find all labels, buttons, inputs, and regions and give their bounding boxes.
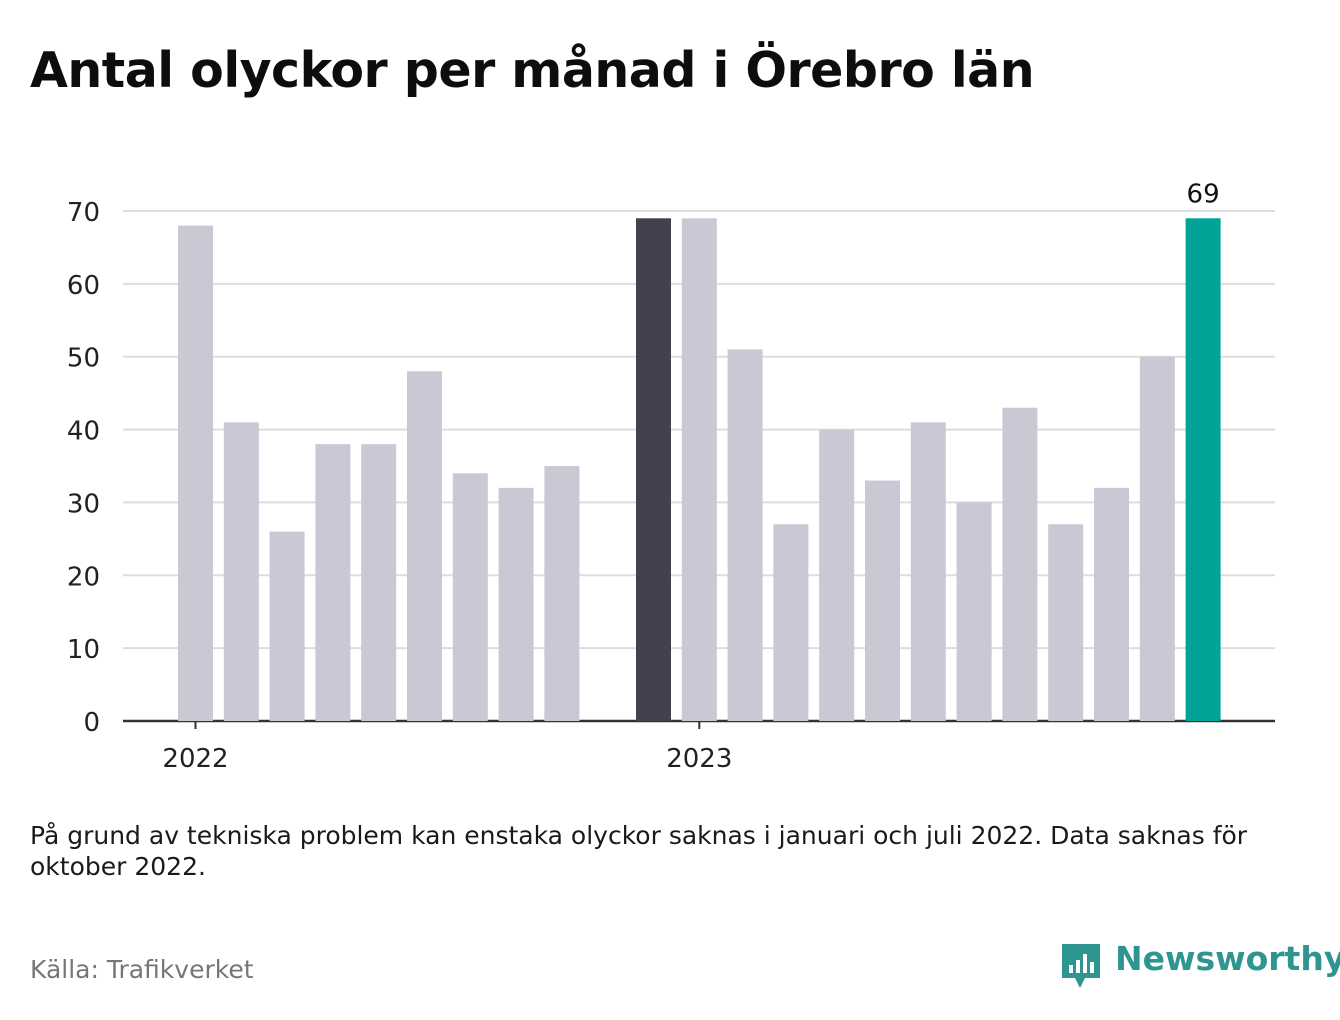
bar (178, 225, 213, 722)
bar (498, 487, 534, 721)
y-tick-label: 60 (67, 271, 100, 301)
bar (407, 371, 442, 721)
x-tick-label: 2022 (162, 744, 228, 774)
bar (865, 480, 900, 721)
bar (773, 524, 809, 721)
newsworthy-logo (1062, 944, 1100, 988)
source-credit: Källa: Trafikverket (30, 955, 254, 984)
y-tick-label: 40 (67, 417, 100, 447)
bar (544, 466, 580, 721)
bar (1002, 407, 1038, 721)
bar (452, 473, 488, 721)
newsworthy-logo-icon (1062, 944, 1100, 988)
y-tick-label: 70 (67, 198, 100, 228)
y-tick-label: 30 (67, 489, 100, 519)
bar-chart: 0 10 20 30 40 50 60 70 2022 2023 69 (67, 179, 1275, 774)
x-tick-label: 2023 (666, 744, 732, 774)
chart-note: På grund av tekniska problem kan enstaka… (30, 821, 1248, 881)
bar (727, 349, 763, 721)
bar (269, 531, 305, 721)
y-tick-label: 0 (83, 708, 100, 738)
bar (636, 218, 671, 722)
bar (315, 444, 351, 721)
bar (1139, 356, 1175, 721)
bar (223, 422, 259, 721)
y-tick-label: 50 (67, 344, 100, 374)
bar (910, 422, 946, 721)
bar (681, 218, 717, 722)
data-label: 69 (1187, 179, 1220, 209)
bar (1185, 218, 1221, 722)
bar (361, 444, 397, 721)
brand-name: Newsworthy (1115, 939, 1340, 978)
bar (1048, 524, 1084, 721)
bars (178, 218, 1221, 722)
bar (819, 429, 855, 721)
chart-title: Antal olyckor per månad i Örebro län (30, 42, 1035, 99)
y-tick-label: 10 (67, 635, 100, 665)
labels: 0 10 20 30 40 50 60 70 2022 2023 69 (67, 179, 1220, 774)
y-tick-label: 20 (67, 562, 100, 592)
bar (1094, 487, 1129, 721)
bar (956, 502, 992, 721)
